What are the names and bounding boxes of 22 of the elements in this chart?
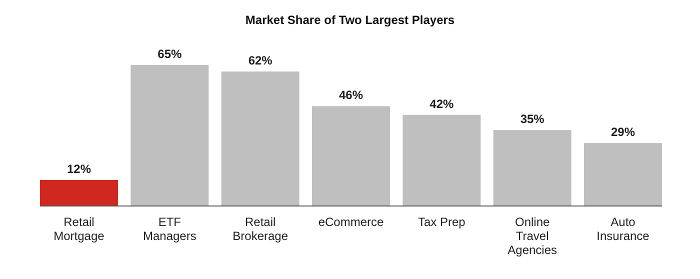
data-label: 29% xyxy=(610,125,636,140)
x-tick-label: Tax Prep xyxy=(418,215,466,229)
x-tick-label: Auto Insurance xyxy=(596,215,650,243)
bar xyxy=(493,130,572,206)
data-label: 46% xyxy=(338,88,364,102)
x-tick-label: Retail Mortgage xyxy=(54,215,105,243)
x-tick-label: Online Travel Agencies xyxy=(508,215,558,257)
x-tick-label: ETF Managers xyxy=(142,215,196,243)
x-tick-label: Retail Brokerage xyxy=(232,215,288,243)
data-label: 35% xyxy=(520,112,545,126)
bar xyxy=(40,180,118,206)
bar xyxy=(584,143,662,206)
bar xyxy=(130,65,209,206)
x-tick-label: eCommerce xyxy=(318,215,384,229)
data-label: 65% xyxy=(158,47,182,61)
bar xyxy=(221,72,300,206)
chart-title: Market Share of Two Largest Players xyxy=(245,13,455,27)
data-label: 42% xyxy=(430,96,454,111)
bar xyxy=(402,114,481,206)
data-label: 62% xyxy=(248,54,273,68)
data-label: 12% xyxy=(66,162,92,176)
bar xyxy=(312,106,390,206)
